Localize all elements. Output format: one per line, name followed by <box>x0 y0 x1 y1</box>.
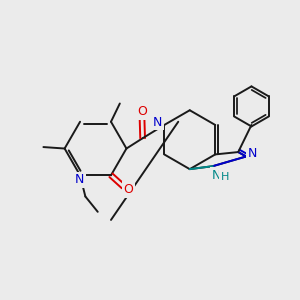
Text: N: N <box>248 147 257 160</box>
Text: O: O <box>137 105 147 118</box>
Text: O: O <box>123 183 133 196</box>
Text: N: N <box>75 173 85 186</box>
Text: N: N <box>153 116 163 128</box>
Text: N: N <box>212 169 221 182</box>
Text: H: H <box>221 172 229 182</box>
